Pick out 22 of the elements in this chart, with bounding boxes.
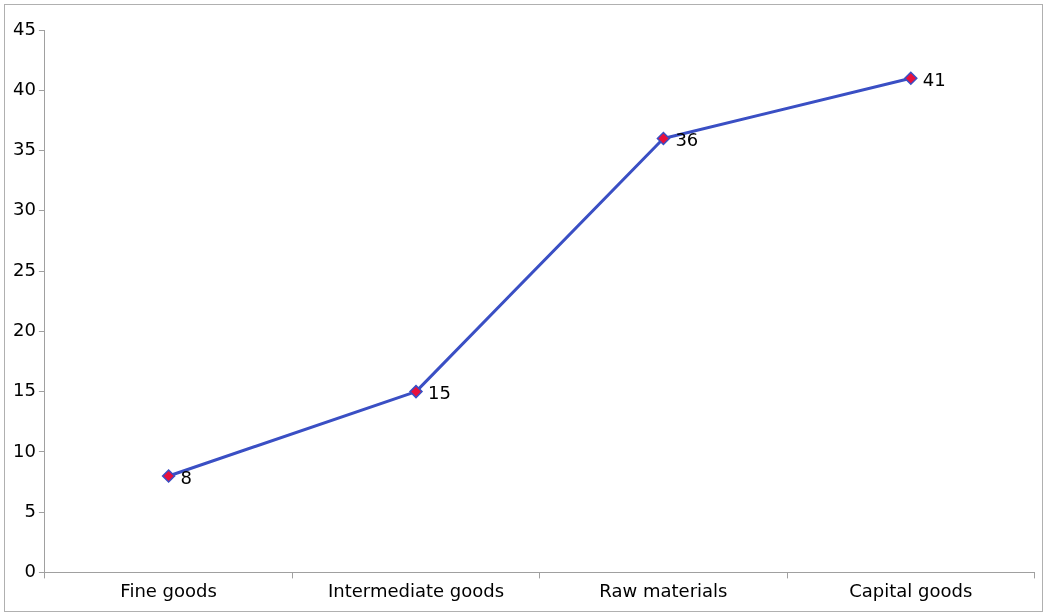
y-tick-label: 5 [24,499,36,521]
y-tick-label: 40 [13,77,36,99]
x-tick-label: Intermediate goods [327,579,505,601]
point [161,469,176,483]
y-tick-label: 35 [13,138,36,160]
x-tick-label: Capital goods [849,579,973,601]
y-tick-label: 10 [13,439,36,461]
data-label: 36 [675,129,699,151]
y-tick-label: 0 [24,560,36,582]
point [409,384,423,399]
x-tick-label: Fine goods [120,579,217,601]
point [656,131,671,146]
y-tick-label: 15 [13,379,36,401]
data-label: 41 [922,68,946,90]
y-tick-label: 25 [13,258,36,280]
data-label: 8 [180,466,193,488]
y-tick-label: 20 [13,319,36,341]
point [904,71,918,85]
y-tick-label: 45 [13,17,36,39]
x-tick-label: Raw materials [599,579,728,601]
data-label: 15 [428,382,451,404]
y-tick-label: 30 [13,198,36,220]
